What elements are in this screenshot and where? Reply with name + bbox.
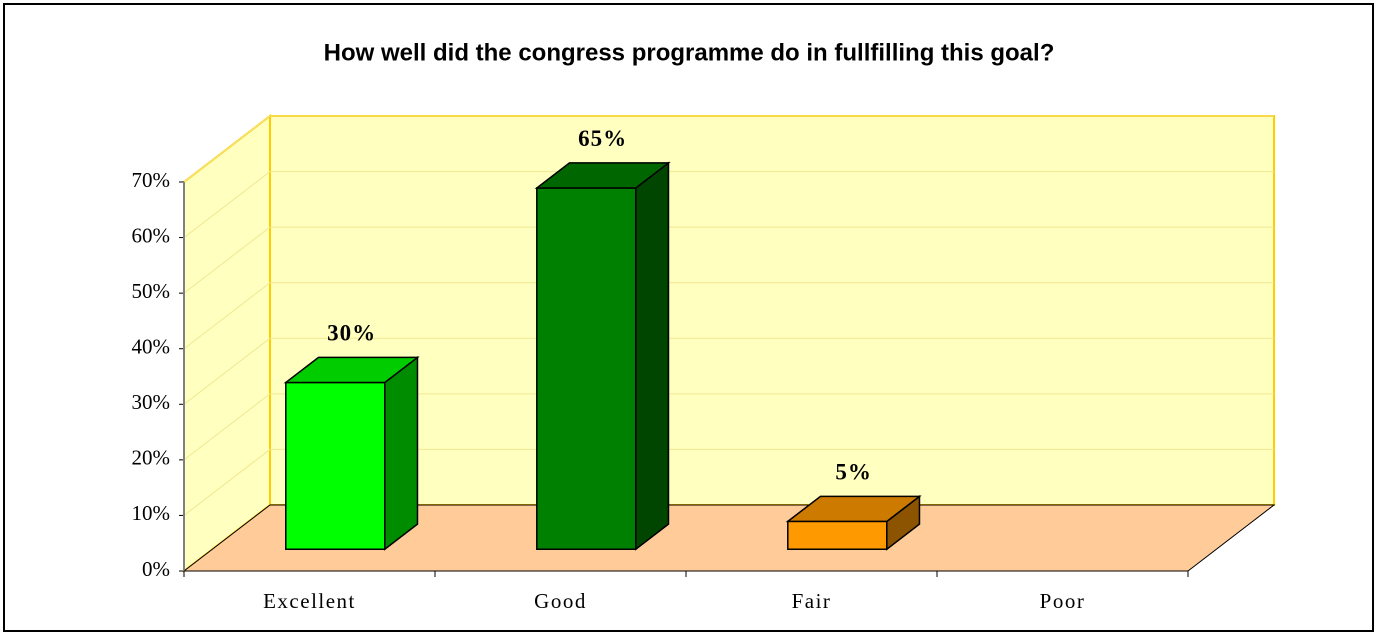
- side-grid-line: [183, 226, 271, 294]
- side-grid-line: [183, 171, 271, 238]
- bar-front: [285, 381, 386, 550]
- y-tick-label: 20%: [132, 446, 171, 470]
- bar-top: [283, 356, 420, 384]
- bar-top: [785, 495, 922, 523]
- bar: [534, 161, 671, 551]
- y-tick-label: 30%: [132, 390, 171, 414]
- y-tick-label: 60%: [132, 223, 171, 247]
- x-tick-label: Good: [534, 589, 587, 613]
- back-wall: [269, 115, 1275, 506]
- y-tick-label: 50%: [132, 279, 171, 303]
- side-grid-line: [183, 337, 271, 405]
- bar-front: [787, 520, 888, 550]
- y-tick-label: 40%: [132, 335, 171, 359]
- bar: [283, 355, 420, 551]
- bar-side: [635, 161, 670, 551]
- bar: [785, 494, 922, 551]
- side-grid-line: [183, 115, 271, 183]
- x-tick-label: Excellent: [263, 589, 356, 613]
- data-label: 30%: [327, 321, 376, 346]
- side-grid-line: [183, 449, 271, 516]
- side-grid-line: [183, 282, 271, 350]
- chart-title: How well did the congress programme do i…: [324, 39, 1055, 66]
- x-tick-label: Poor: [1040, 589, 1086, 613]
- side-wall: [183, 113, 271, 574]
- data-label: 65%: [578, 126, 627, 151]
- y-tick-label: 0%: [142, 557, 170, 581]
- y-tick-label: 70%: [132, 168, 171, 192]
- bar-top: [534, 162, 671, 189]
- y-tick-label: 10%: [132, 501, 171, 525]
- bar-front: [536, 187, 637, 550]
- bar-side: [384, 355, 419, 551]
- side-grid-line: [183, 393, 271, 461]
- data-label: 5%: [835, 460, 872, 485]
- x-tick-label: Fair: [792, 589, 832, 613]
